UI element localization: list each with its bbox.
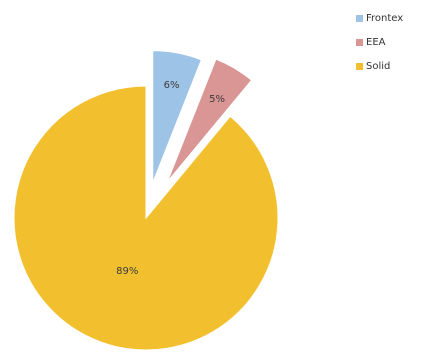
- legend-item-eea: EEA: [356, 30, 403, 54]
- legend: Frontex EEA Solid: [356, 6, 403, 78]
- legend-label-frontex: Frontex: [366, 12, 404, 24]
- pie-slice-eea: [166, 58, 253, 183]
- data-label-frontex: 6%: [164, 80, 180, 91]
- legend-swatch-solid: [356, 62, 363, 70]
- data-label-eea: 5%: [209, 94, 225, 105]
- legend-swatch-eea: [356, 38, 363, 46]
- legend-label-eea: EEA: [366, 36, 386, 48]
- legend-swatch-frontex: [356, 14, 363, 22]
- data-label-solid: 89%: [116, 266, 138, 277]
- pie-slice-frontex: [152, 50, 202, 183]
- legend-label-solid: Solid: [366, 60, 391, 72]
- legend-item-frontex: Frontex: [356, 6, 403, 30]
- pie-slice-solid: [13, 85, 279, 351]
- legend-item-solid: Solid: [356, 54, 403, 78]
